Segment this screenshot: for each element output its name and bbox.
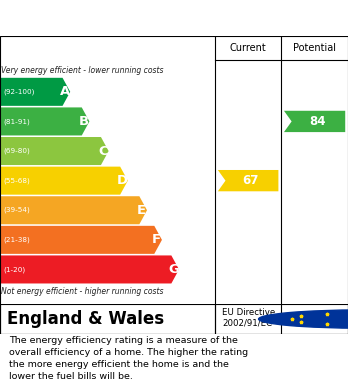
- Polygon shape: [1, 196, 147, 224]
- Text: (21-38): (21-38): [3, 237, 30, 243]
- Text: C: C: [98, 145, 108, 158]
- Text: (39-54): (39-54): [3, 207, 30, 213]
- Text: (92-100): (92-100): [3, 89, 35, 95]
- Text: 84: 84: [309, 115, 326, 128]
- Polygon shape: [1, 255, 179, 283]
- Text: (55-68): (55-68): [3, 178, 30, 184]
- Circle shape: [259, 310, 348, 328]
- Text: EU Directive
2002/91/EC: EU Directive 2002/91/EC: [222, 308, 275, 328]
- Polygon shape: [1, 167, 128, 195]
- Text: Potential: Potential: [293, 43, 336, 53]
- Text: (81-91): (81-91): [3, 118, 30, 125]
- Text: (1-20): (1-20): [3, 266, 26, 273]
- Text: 67: 67: [243, 174, 259, 187]
- Polygon shape: [1, 78, 70, 106]
- Polygon shape: [1, 108, 89, 135]
- Text: The energy efficiency rating is a measure of the
overall efficiency of a home. T: The energy efficiency rating is a measur…: [9, 337, 248, 381]
- Text: E: E: [137, 204, 146, 217]
- Text: Very energy efficient - lower running costs: Very energy efficient - lower running co…: [1, 66, 164, 75]
- Text: A: A: [60, 85, 70, 98]
- Text: Energy Efficiency Rating: Energy Efficiency Rating: [73, 11, 275, 25]
- Text: England & Wales: England & Wales: [7, 310, 164, 328]
- Polygon shape: [284, 111, 345, 132]
- Polygon shape: [1, 226, 162, 254]
- Text: (69-80): (69-80): [3, 148, 30, 154]
- Text: F: F: [152, 233, 161, 246]
- Text: Current: Current: [230, 43, 267, 53]
- Text: G: G: [168, 263, 179, 276]
- Text: D: D: [117, 174, 128, 187]
- Polygon shape: [218, 170, 278, 191]
- Polygon shape: [1, 137, 109, 165]
- Text: Not energy efficient - higher running costs: Not energy efficient - higher running co…: [1, 287, 164, 296]
- Text: B: B: [79, 115, 89, 128]
